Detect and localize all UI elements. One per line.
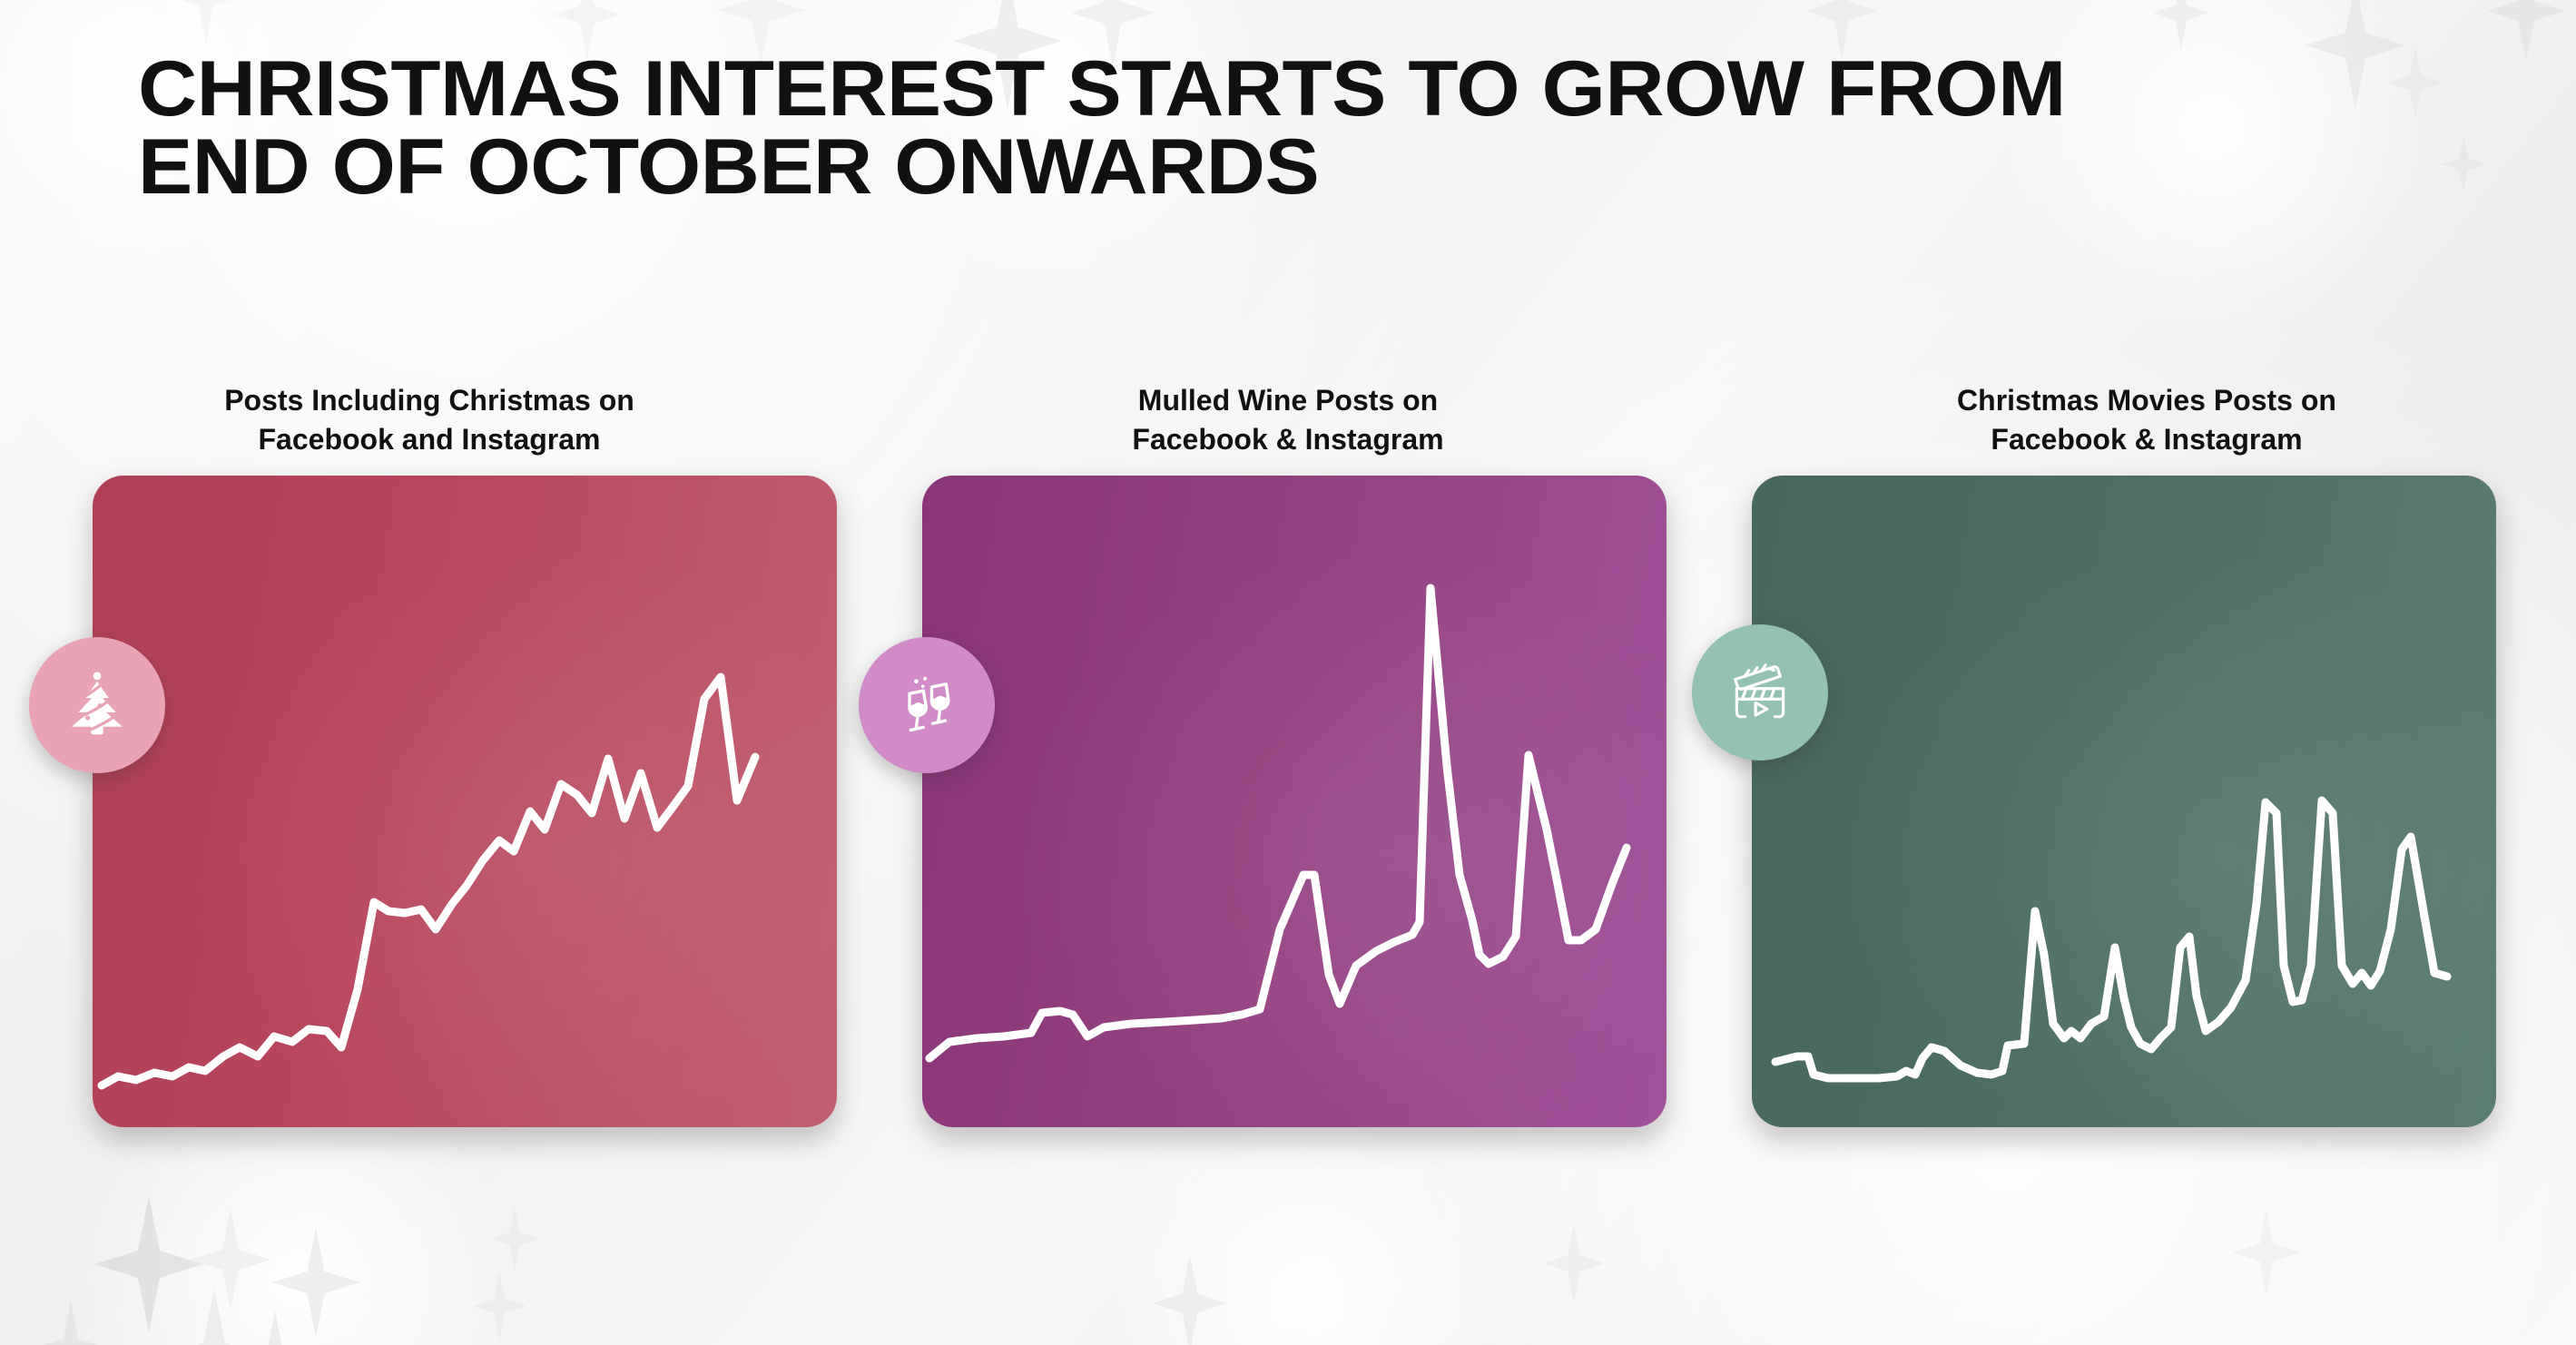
chart-card-christmas-movies <box>1752 476 2496 1128</box>
chart-line <box>97 672 760 1090</box>
panel-christmas-movies: Christmas Movies Posts on Facebook & Ins… <box>1692 381 2576 1128</box>
sparkle-icon <box>1153 1254 1227 1345</box>
page-title-line-2: End of October Onwards <box>138 123 1320 211</box>
cheers-wine-glasses-icon <box>908 676 950 732</box>
panel-title-mulled-wine: Mulled Wine Posts on Facebook & Instagra… <box>998 381 1578 459</box>
chart-line <box>1771 796 2452 1083</box>
sparkle-icon <box>2153 0 2209 51</box>
panel-title-line-1: Christmas Movies Posts on <box>1957 384 2336 417</box>
sparkle-icon <box>238 1311 312 1345</box>
bokeh-blob <box>1089 1125 1525 1345</box>
badge-mulled-wine <box>859 637 995 773</box>
sparkle-icon <box>94 1196 203 1332</box>
sparkle-icon <box>191 1209 270 1311</box>
panel-title-line-2: Facebook and Instagram <box>258 423 601 457</box>
panel-title-christmas-posts: Posts Including Christmas on Facebook an… <box>139 381 720 459</box>
panel-title-line-1: Posts Including Christmas on <box>224 384 634 417</box>
panel-title-line-2: Facebook & Instagram <box>1132 423 1444 457</box>
badge-christmas-tree <box>29 637 165 773</box>
chart-panels-row: Posts Including Christmas on Facebook an… <box>0 381 2576 1128</box>
chart-line <box>925 584 1631 1063</box>
sparkle-icon <box>1543 1223 1605 1303</box>
panel-christmas-posts: Posts Including Christmas on Facebook an… <box>0 381 859 1128</box>
sparkle-icon <box>490 1207 539 1271</box>
panel-mulled-wine: Mulled Wine Posts on Facebook & Instagra… <box>859 381 1717 1128</box>
sparkle-icon <box>160 1289 269 1345</box>
panel-title-line-1: Mulled Wine Posts on <box>1137 384 1439 417</box>
panel-title-line-2: Facebook & Instagram <box>1991 423 2303 457</box>
chart-card-mulled-wine <box>922 476 1667 1128</box>
sparkle-icon <box>2233 1209 2300 1296</box>
sparkle-icon <box>33 1300 109 1345</box>
sparkle-icon <box>472 1271 526 1341</box>
panel-title-christmas-movies: Christmas Movies Posts on Facebook & Ins… <box>1856 381 2437 459</box>
sparkle-icon <box>272 1227 359 1338</box>
line-chart-mulled-wine <box>925 584 1631 1063</box>
badge-christmas-movies <box>1692 624 1828 761</box>
page-title: Christmas Interest Starts to Grow From E… <box>138 50 2576 206</box>
chart-card-christmas-posts <box>93 476 837 1128</box>
line-chart-christmas-posts <box>97 672 760 1090</box>
christmas-tree-icon <box>71 672 124 735</box>
sparkle-icon <box>171 0 241 44</box>
page-title-line-1: Christmas Interest Starts to Grow From <box>138 45 2066 133</box>
line-chart-christmas-movies <box>1771 796 2452 1083</box>
movie-clapperboard-icon <box>1733 663 1785 719</box>
